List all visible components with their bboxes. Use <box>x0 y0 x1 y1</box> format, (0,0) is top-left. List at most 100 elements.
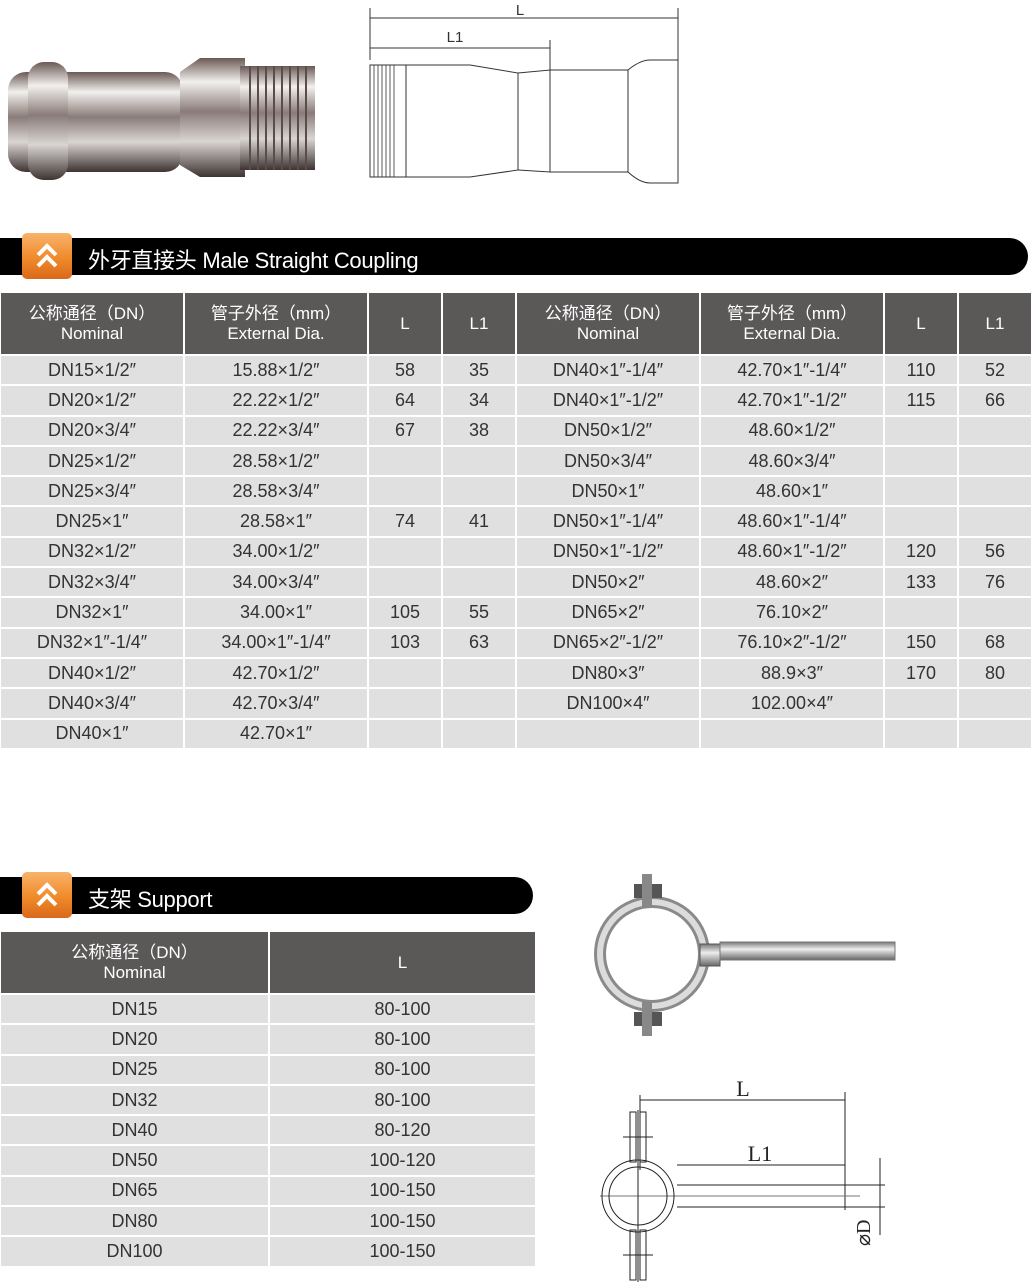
table-row: DN20 80-100 <box>0 1023 537 1056</box>
table-cell <box>883 596 959 629</box>
column-header-cn: 管子外径（mm） <box>210 303 342 323</box>
column-header-cn: 管子外径（mm） <box>726 303 858 323</box>
table-cell <box>883 687 959 720</box>
table-cell: DN20×1/2″ <box>0 384 185 417</box>
table-cell <box>883 414 959 447</box>
column-header: 公称通径（DN） Nominal <box>515 291 701 356</box>
double-chevron-up-icon <box>22 872 72 918</box>
table-row: DN40×1/2″ 42.70×1/2″ DN80×3″ 88.9×3″ 170 80 <box>0 656 1032 690</box>
coupling-diagram: L L1 <box>369 2 679 184</box>
table-cell: DN40×1″-1/2″ <box>515 384 701 417</box>
table-cell: 28.58×3/4″ <box>183 475 369 508</box>
table-cell <box>441 475 517 508</box>
table-cell <box>883 505 959 538</box>
table-cell <box>367 535 443 569</box>
column-header: 管子外径（mm） External Dia. <box>183 291 369 356</box>
table-cell: DN32×3/4″ <box>0 566 185 599</box>
table-row: DN32×1″ 34.00×1″ 105 55 DN65×2″ 76.10×2″ <box>0 596 1032 629</box>
table-cell: DN32×1″-1/4″ <box>0 626 185 659</box>
table-row: DN15×1/2″ 15.88×1/2″ 58 35 DN40×1″-1/4″ 42.70… <box>0 353 1032 387</box>
dimension-label-l: L <box>516 2 524 19</box>
table-cell: 102.00×4″ <box>699 687 885 720</box>
table-cell: 42.70×1″-1/4″ <box>699 353 885 387</box>
support-dimension-table: 公称通径（DN） Nominal L DN15 80-100 DN20 80-100 DN2… <box>0 930 537 1268</box>
table-cell: DN50×1″-1/4″ <box>515 505 701 538</box>
table-cell: 68 <box>957 626 1032 659</box>
table-cell: 22.22×3/4″ <box>183 414 369 447</box>
dimension-label-l: L <box>736 1076 749 1101</box>
table-cell: 105 <box>367 596 443 629</box>
column-header: 公称通径（DN） Nominal <box>0 291 185 356</box>
column-header-en: External Dia. <box>743 323 841 343</box>
table-cell: 22.22×1/2″ <box>183 384 369 417</box>
table-cell <box>883 717 959 750</box>
table-cell <box>441 566 517 599</box>
table-row: DN100 100-150 <box>0 1235 537 1268</box>
table-row: DN32×1/2″ 34.00×1/2″ DN50×1″-1/2″ 48.60×1″-… <box>0 535 1032 569</box>
table-cell: 100-150 <box>268 1235 537 1268</box>
table-cell <box>883 475 959 508</box>
column-header-en: External Dia. <box>227 323 325 343</box>
table-row: DN25×1/2″ 28.58×1/2″ DN50×3/4″ 48.60×3/4″ <box>0 444 1032 478</box>
table-cell: 80-100 <box>268 1083 537 1117</box>
table-cell <box>441 717 517 750</box>
table-cell: 55 <box>441 596 517 629</box>
column-header-cn: L1 <box>469 313 489 333</box>
column-header-cn: 公称通径（DN） <box>544 303 672 323</box>
table-cell <box>441 535 517 569</box>
column-header-cn: L <box>400 313 410 333</box>
section-banner-support: 支架 Support <box>0 872 533 918</box>
table-row: DN32 80-100 <box>0 1083 537 1117</box>
section-title: 支架 Support <box>88 887 213 912</box>
table-cell: 42.70×3/4″ <box>183 687 369 720</box>
table-cell: DN15 <box>0 992 270 1026</box>
table-cell: 48.60×1″-1/4″ <box>699 505 885 538</box>
table-cell: 58 <box>367 353 443 387</box>
table-cell <box>515 717 701 750</box>
table-cell: 28.58×1″ <box>183 505 369 538</box>
column-header: L <box>883 291 959 356</box>
table-cell: DN50×2″ <box>515 566 701 599</box>
column-header: L <box>367 291 443 356</box>
table-cell: 41 <box>441 505 517 538</box>
table-row: DN40 80-120 <box>0 1114 537 1147</box>
table-cell: 48.60×3/4″ <box>699 444 885 478</box>
table-cell: DN100 <box>0 1235 270 1268</box>
table-row: DN15 80-100 <box>0 992 537 1026</box>
coupling-dimension-table: 公称通径（DN） Nominal 管子外径（mm） External Dia. L L1 公… <box>0 291 1032 750</box>
table-cell <box>367 717 443 750</box>
table-cell: DN80×3″ <box>515 656 701 690</box>
table-row: DN25×3/4″ 28.58×3/4″ DN50×1″ 48.60×1″ <box>0 475 1032 508</box>
support-photo <box>594 874 896 1036</box>
dimension-label-l1: L1 <box>748 1141 772 1166</box>
table-cell: 80-100 <box>268 992 537 1026</box>
table-cell: 48.60×1/2″ <box>699 414 885 447</box>
table-cell: 133 <box>883 566 959 599</box>
table-cell: DN40×1″ <box>0 717 185 750</box>
table-row: DN32×1″-1/4″ 34.00×1″-1/4″ 103 63 DN65×2″-1/… <box>0 626 1032 659</box>
double-chevron-up-icon <box>22 233 72 279</box>
table-cell: 38 <box>441 414 517 447</box>
table-cell <box>957 687 1032 720</box>
table-cell: DN65×2″ <box>515 596 701 629</box>
dimension-label-l1: L1 <box>447 29 464 46</box>
table-cell: 34.00×3/4″ <box>183 566 369 599</box>
table-cell <box>957 475 1032 508</box>
table-cell: 110 <box>883 353 959 387</box>
column-header-en: Nominal <box>103 962 166 982</box>
column-header-cn: L <box>397 952 408 972</box>
table-cell <box>441 687 517 720</box>
table-cell: 103 <box>367 626 443 659</box>
column-header-en: Nominal <box>60 323 124 343</box>
column-header: 公称通径（DN） Nominal <box>0 930 270 995</box>
table-cell: 28.58×1/2″ <box>183 444 369 478</box>
table-cell: 35 <box>441 353 517 387</box>
table-cell <box>883 444 959 478</box>
section-title: 外牙直接头 Male Straight Coupling <box>88 248 419 273</box>
table-cell: 100-150 <box>268 1205 537 1238</box>
table-row: DN40×3/4″ 42.70×3/4″ DN100×4″ 102.00×4″ <box>0 687 1032 720</box>
table-cell <box>957 717 1032 750</box>
table-cell: 34.00×1/2″ <box>183 535 369 569</box>
table-cell: DN80 <box>0 1205 270 1238</box>
table-cell: 150 <box>883 626 959 659</box>
